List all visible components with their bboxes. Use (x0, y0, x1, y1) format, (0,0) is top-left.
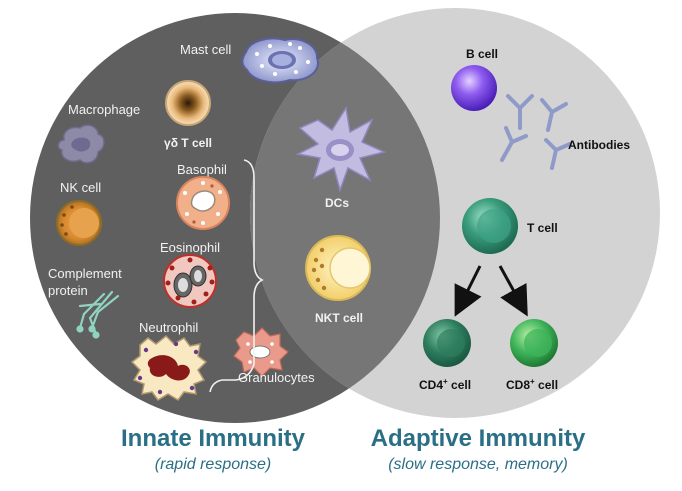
label-complement: Complement (48, 266, 122, 281)
adaptive-title: Adaptive Immunity (370, 425, 586, 452)
b-cell-icon (451, 65, 497, 111)
granulocyte-icon (233, 327, 289, 377)
label-macrophage: Macrophage (68, 102, 141, 117)
label-neutrophil: Neutrophil (139, 320, 199, 335)
adaptive-subtitle: (slow response, memory) (388, 456, 568, 473)
label-t-cell: T cell (527, 221, 558, 235)
t-cell-icon (462, 198, 518, 254)
mast-cell-icon (241, 37, 320, 84)
label-gamma-delta-t-cell: γδ T cell (164, 136, 212, 150)
nkt-cell-icon (305, 235, 371, 301)
complement-protein-icon (76, 290, 120, 339)
label-b-cell: B cell (466, 47, 499, 61)
label-dcs: DCs (324, 196, 350, 210)
label-basophil: Basophil (177, 162, 227, 177)
macrophage-icon (57, 124, 105, 164)
neutrophil-icon (130, 334, 208, 401)
gamma-delta-t-cell-icon (165, 80, 211, 126)
label-eosinophil: Eosinophil (160, 240, 220, 255)
cd8-cell-icon (510, 319, 558, 367)
label-mast-cell: Mast cell (180, 42, 232, 57)
label-cd8-cell: CD8+ cell (506, 377, 559, 392)
label-antibodies: Antibodies (568, 138, 630, 152)
label-granulocytes: Granulocytes (238, 370, 315, 385)
label-nkt-cell: NKT cell (314, 311, 364, 325)
cd4-cell-icon (423, 319, 471, 367)
arrow-to-cd4 (454, 265, 482, 317)
eosinophil-icon (163, 254, 217, 308)
dendritic-cell-icon (295, 105, 387, 193)
innate-subtitle: (rapid response) (154, 456, 272, 473)
basophil-icon (176, 176, 230, 230)
granulocytes-brace (209, 159, 264, 393)
overlap-circle (250, 13, 440, 418)
antibodies-icon (500, 94, 572, 170)
label-nk-cell: NK cell (60, 180, 102, 195)
label-cd4-cell: CD4+ cell (419, 377, 472, 392)
nk-cell-icon (56, 200, 102, 246)
innate-title: Innate Immunity (120, 425, 306, 452)
arrow-to-cd8 (498, 265, 528, 317)
label-protein: protein (48, 283, 88, 298)
